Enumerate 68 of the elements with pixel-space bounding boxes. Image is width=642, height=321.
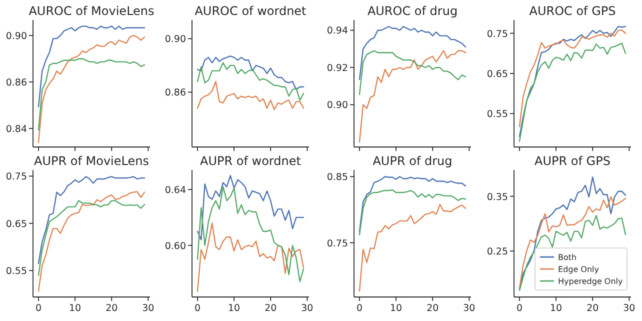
x-tick-label: 10 [550, 303, 562, 314]
y-tick-label: 0.75 [6, 172, 27, 183]
line-series [358, 50, 466, 143]
line-series [518, 214, 626, 292]
y-tick-label: 0.75 [486, 28, 508, 40]
y-tick-label: 0.90 [6, 30, 27, 42]
x-tick-label: 20 [106, 303, 118, 314]
y-tick-label: 0.92 [326, 62, 348, 74]
line-series [358, 204, 466, 292]
y-tick-label: 0.65 [6, 218, 27, 230]
line-series [196, 186, 304, 282]
y-tick-label: 0.75 [326, 238, 348, 250]
y-tick-label: 0.86 [6, 77, 27, 88]
line-series [358, 189, 466, 236]
line-series [518, 196, 626, 289]
chart-title: AUPR of GPS [534, 154, 610, 168]
x-tick-label: 0 [35, 303, 42, 314]
y-tick-label: 0.85 [326, 172, 348, 184]
legend-label: Hyperedge Only [558, 277, 623, 286]
line-series [38, 26, 146, 108]
x-tick-label: 20 [426, 303, 439, 314]
y-tick-label: 0.64 [164, 185, 186, 196]
x-tick-label: 30 [623, 303, 636, 314]
x-tick-label: 30 [463, 303, 476, 314]
chart-title: AUROC of GPS [529, 4, 616, 18]
y-tick-label: 0.35 [486, 192, 508, 203]
chart-title: AUROC of MovieLens [28, 4, 154, 18]
y-tick-label: 0.55 [486, 109, 508, 120]
x-tick-label: 0 [516, 303, 523, 314]
legend-label: Both [558, 253, 577, 262]
y-tick-label: 0.90 [164, 34, 186, 46]
chart-title: AUPR of drug [372, 154, 452, 168]
y-tick-label: 0.84 [6, 124, 27, 135]
line-series [38, 200, 146, 276]
chart-title: AUPR of MovieLens [34, 154, 149, 168]
y-tick-label: 0.25 [486, 246, 508, 258]
x-tick-label: 0 [194, 303, 201, 314]
x-tick-label: 30 [142, 303, 154, 314]
line-series [196, 80, 304, 110]
y-tick-label: 0.60 [164, 240, 186, 252]
y-tick-label: 0.94 [326, 26, 348, 37]
line-series [38, 58, 146, 131]
line-series [518, 42, 626, 142]
x-tick-label: 10 [228, 303, 240, 314]
x-tick-label: 10 [69, 303, 82, 314]
legend-label: Edge Only [558, 265, 600, 274]
line-series [358, 176, 466, 232]
line-series [196, 62, 304, 101]
y-tick-label: 0.90 [326, 100, 348, 112]
line-series [38, 176, 146, 264]
x-tick-label: 20 [586, 303, 599, 314]
line-series [38, 191, 146, 292]
x-tick-label: 20 [264, 303, 277, 314]
line-series [358, 50, 466, 96]
y-tick-label: 0.65 [486, 68, 508, 80]
line-series [196, 55, 304, 90]
y-tick-label: 0.86 [164, 88, 186, 99]
chart-title: AUPR of wordnet [200, 154, 302, 168]
chart-title: AUROC of wordnet [194, 4, 307, 18]
x-tick-label: 0 [356, 303, 363, 314]
y-tick-label: 0.55 [6, 266, 27, 278]
x-tick-label: 10 [390, 303, 402, 314]
line-series [196, 174, 304, 240]
line-series [358, 26, 466, 80]
line-series [196, 222, 304, 292]
chart-title: AUROC of drug [367, 4, 458, 18]
x-tick-label: 30 [301, 303, 314, 314]
line-series [38, 34, 146, 143]
